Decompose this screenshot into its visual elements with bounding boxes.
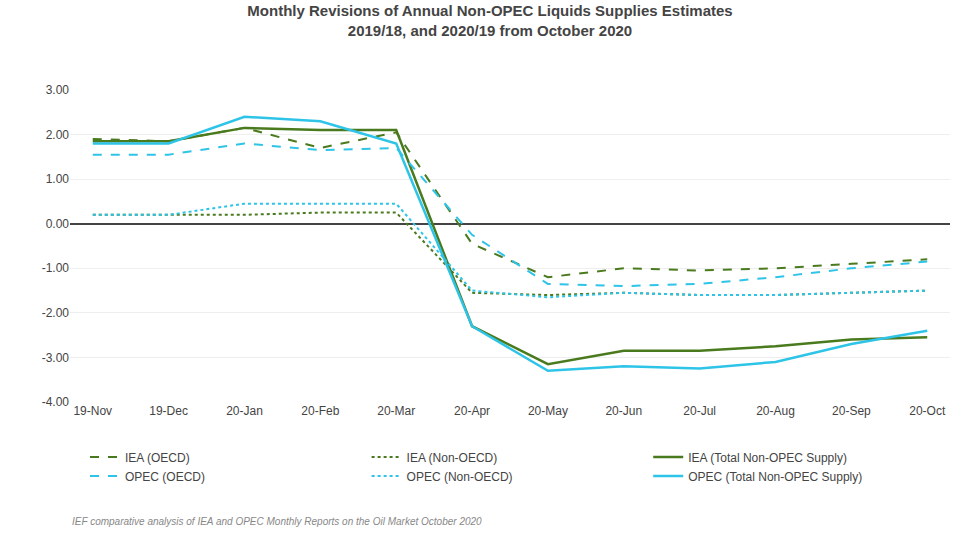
svg-text:20-Jan: 20-Jan <box>226 404 263 418</box>
svg-text:20-Jul: 20-Jul <box>683 404 716 418</box>
svg-text:20-Aug: 20-Aug <box>756 404 795 418</box>
svg-text:20-Mar: 20-Mar <box>377 404 415 418</box>
svg-text:IEA (Total Non-OPEC Supply): IEA (Total Non-OPEC Supply) <box>688 451 847 465</box>
svg-text:20-Feb: 20-Feb <box>301 404 339 418</box>
svg-text:20-Sep: 20-Sep <box>832 404 871 418</box>
svg-text:IEA (Non-OECD): IEA (Non-OECD) <box>407 451 498 465</box>
svg-text:-3.00: -3.00 <box>42 351 70 365</box>
svg-text:3.00: 3.00 <box>46 83 70 97</box>
svg-text:OPEC (Total Non-OPEC Supply): OPEC (Total Non-OPEC Supply) <box>688 470 862 484</box>
svg-text:19-Dec: 19-Dec <box>149 404 188 418</box>
svg-text:IEF comparative analysis of IE: IEF comparative analysis of IEA and OPEC… <box>72 516 482 527</box>
svg-text:20-Apr: 20-Apr <box>454 404 490 418</box>
svg-text:OPEC (Non-OECD): OPEC (Non-OECD) <box>407 470 513 484</box>
svg-text:20-May: 20-May <box>528 404 568 418</box>
svg-text:20-Jun: 20-Jun <box>605 404 642 418</box>
svg-text:-1.00: -1.00 <box>42 261 70 275</box>
svg-text:-2.00: -2.00 <box>42 306 70 320</box>
svg-text:19-Nov: 19-Nov <box>73 404 112 418</box>
svg-text:Monthly Revisions of Annual No: Monthly Revisions of Annual Non-OPEC Liq… <box>247 2 732 39</box>
svg-text:1.00: 1.00 <box>46 172 70 186</box>
svg-text:IEA (OECD): IEA (OECD) <box>125 451 190 465</box>
svg-text:-4.00: -4.00 <box>42 395 70 409</box>
svg-text:2.00: 2.00 <box>46 128 70 142</box>
svg-text:OPEC (OECD): OPEC (OECD) <box>125 470 205 484</box>
svg-text:20-Oct: 20-Oct <box>909 404 946 418</box>
svg-text:0.00: 0.00 <box>46 217 70 231</box>
